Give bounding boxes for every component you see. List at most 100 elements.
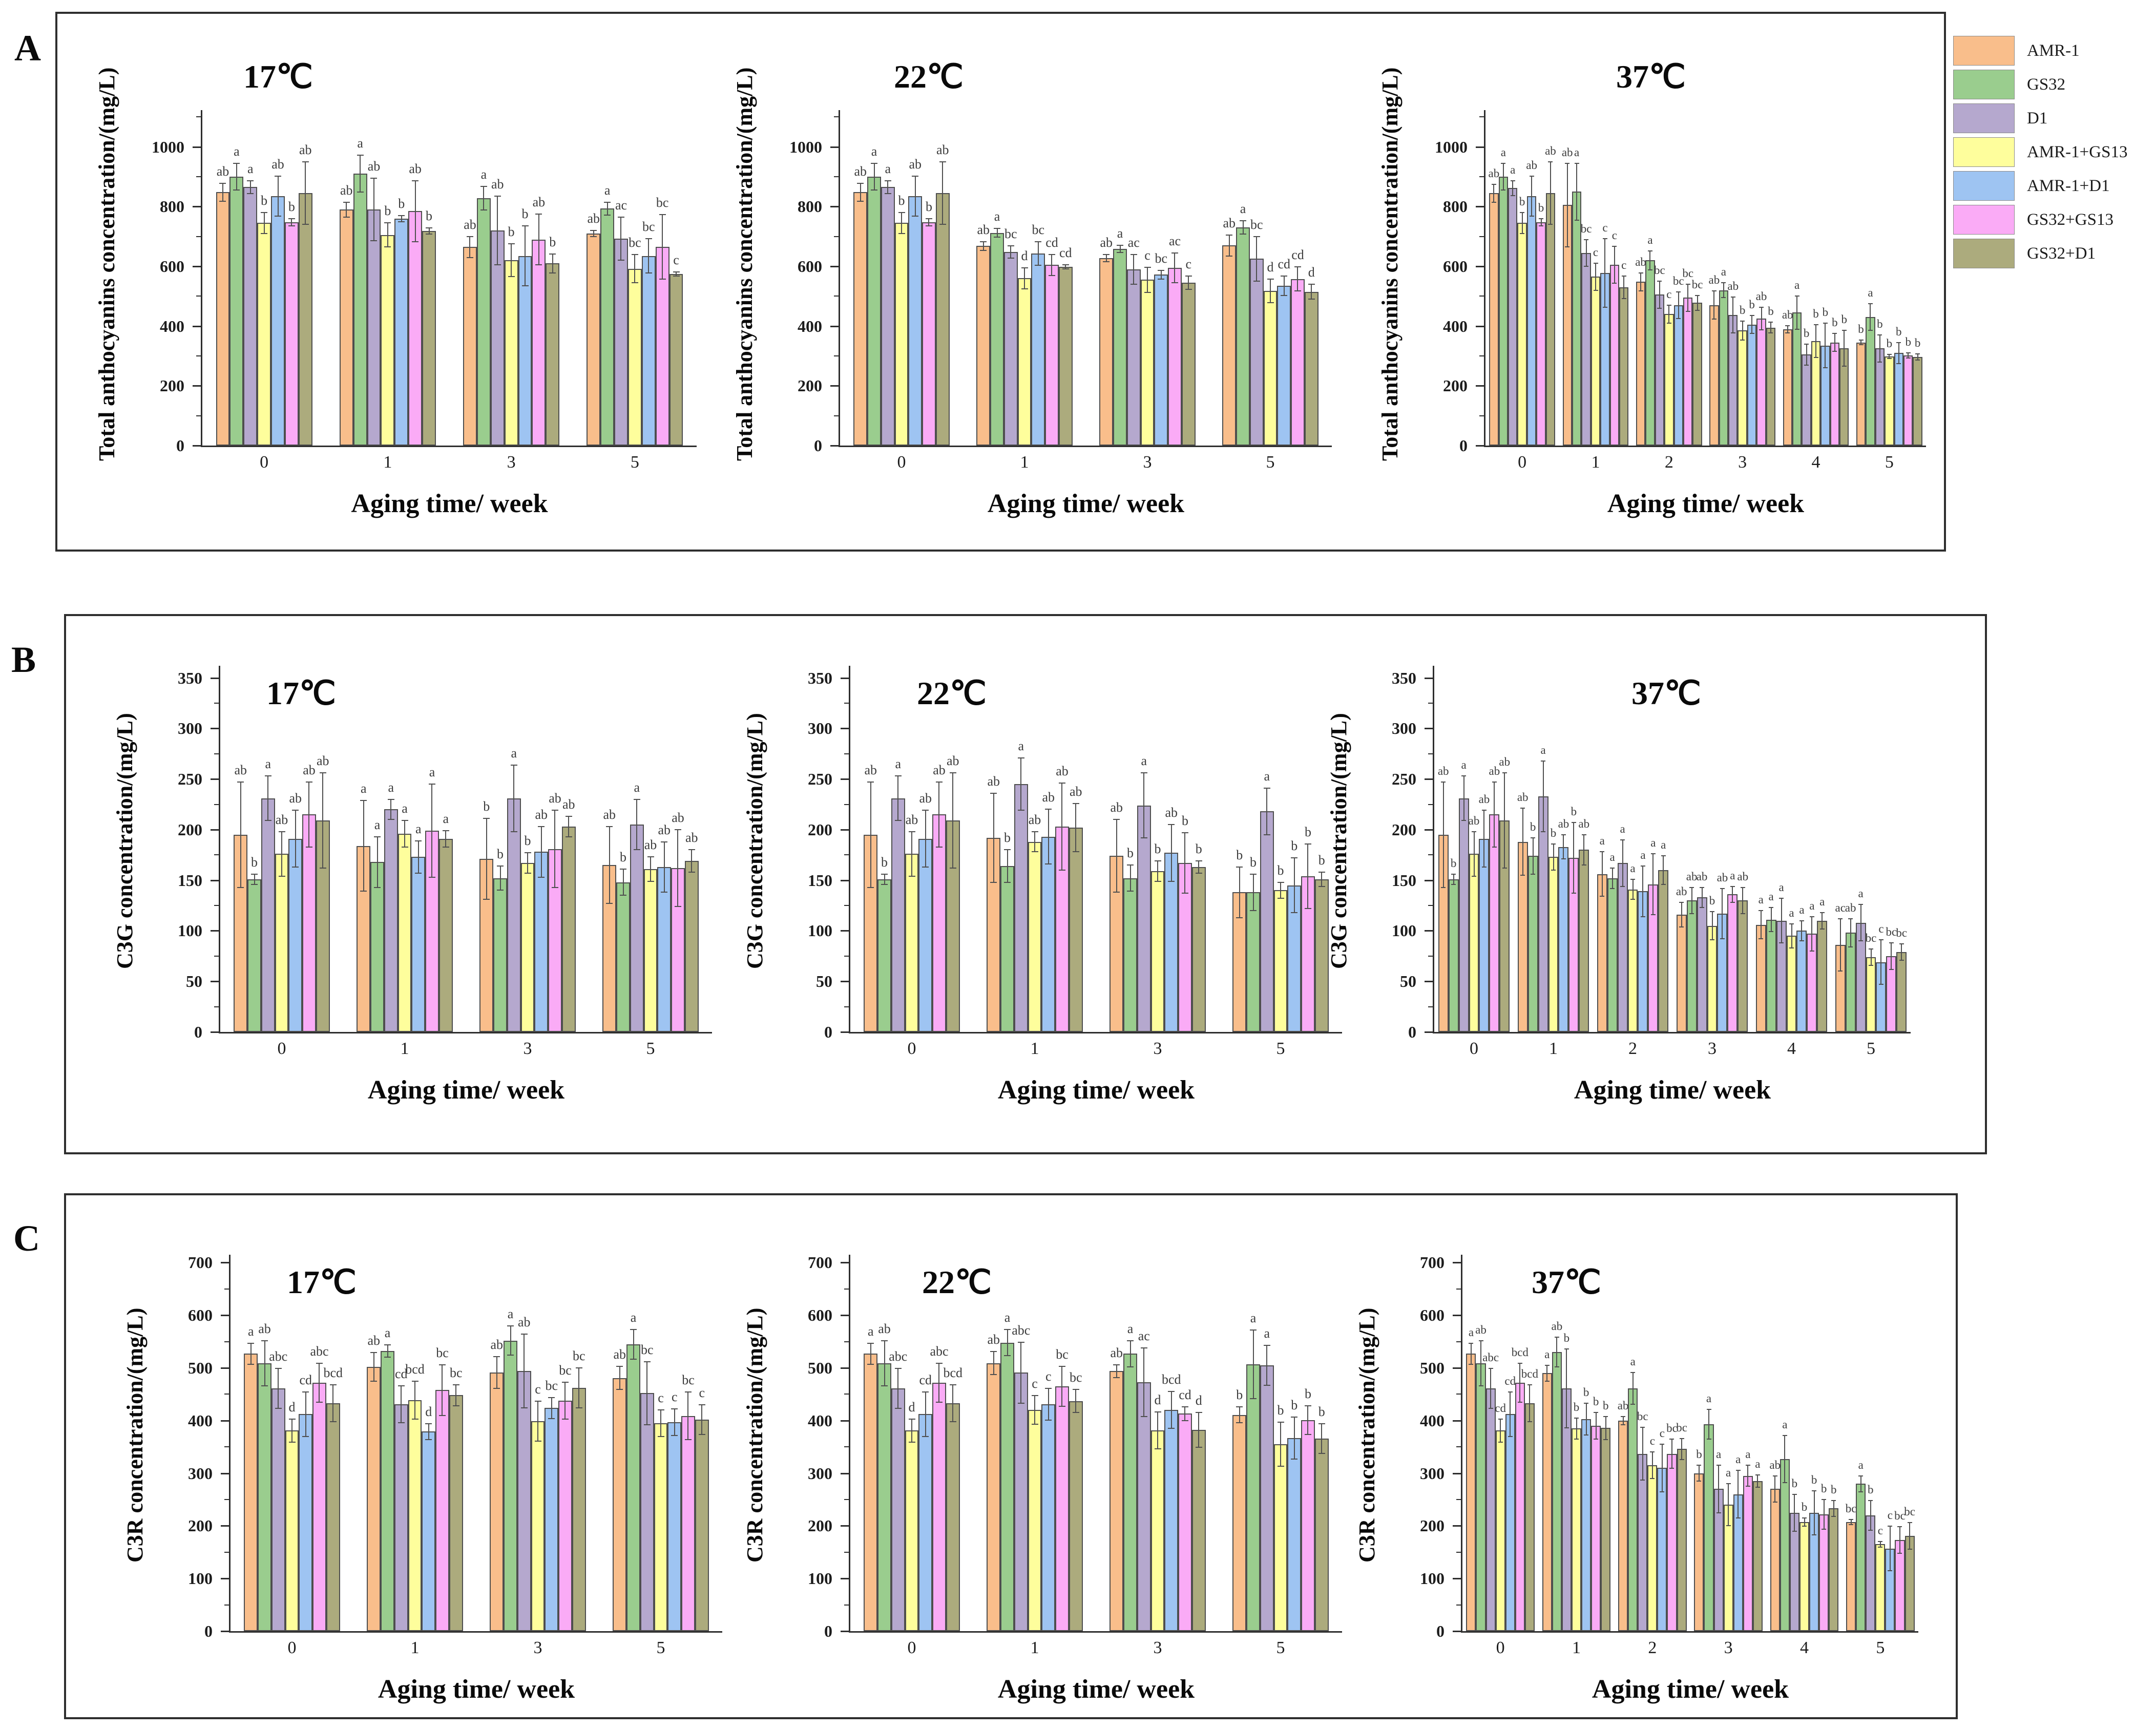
error-bar-cap: [857, 200, 864, 202]
y-minor-tick: [1428, 804, 1433, 805]
error-bar-cap: [871, 162, 877, 164]
error-bar-cap: [1263, 1384, 1270, 1386]
error-bar-cap: [1769, 931, 1774, 933]
error-bar-cap: [1896, 363, 1901, 364]
error-bar-cap: [1755, 1474, 1760, 1475]
error-bar-cap: [1140, 1416, 1147, 1417]
error-bar-cap: [1848, 918, 1853, 919]
error-bar-cap: [1007, 245, 1014, 247]
error-bar-cap: [898, 212, 905, 214]
significance-letter: ab: [1769, 1458, 1781, 1471]
error-bar-cap: [1539, 225, 1544, 226]
y-tick-label: 0: [824, 1622, 832, 1640]
bar: [1766, 919, 1776, 1032]
error-bar-cap: [1832, 351, 1837, 352]
error-bar-line: [1576, 163, 1578, 220]
error-bar-line: [1061, 1366, 1063, 1407]
error-bar-cap: [1250, 1329, 1257, 1331]
significance-letter: bc: [642, 219, 655, 235]
error-bar-cap: [1564, 1427, 1569, 1429]
error-bar-cap: [1154, 880, 1161, 882]
legend-item: GS32+D1: [1953, 239, 2154, 268]
error-bar-line: [250, 1343, 252, 1364]
bar: [1694, 1473, 1704, 1631]
y-minor-tick: [1428, 703, 1433, 704]
error-bar-line: [1728, 1484, 1729, 1526]
error-bar-cap: [935, 782, 943, 783]
error-bar-cap: [604, 215, 611, 216]
error-bar-cap: [1782, 1482, 1787, 1484]
error-bar-line: [1519, 1363, 1521, 1402]
significance-letter: a: [265, 756, 271, 772]
error-bar-cap: [1869, 948, 1873, 950]
error-bar-cap: [1520, 808, 1525, 809]
error-bar-cap: [922, 1391, 929, 1393]
bar: [1581, 1419, 1592, 1631]
significance-letter: bc: [640, 1342, 654, 1357]
bar: [1591, 1426, 1601, 1631]
error-bar-cap: [1461, 820, 1467, 821]
y-tick: [841, 1262, 849, 1264]
error-bar-cap: [357, 192, 364, 193]
x-category-label: 1: [400, 1039, 409, 1058]
significance-letter: a: [1461, 758, 1467, 772]
error-bar-cap: [1603, 1416, 1608, 1417]
error-bar-line: [925, 1392, 926, 1437]
significance-letter: a: [1721, 265, 1726, 279]
significance-letter: bcd: [405, 1361, 425, 1377]
y-minor-tick: [1428, 955, 1433, 957]
y-tick-label: 1000: [789, 137, 822, 156]
error-bar-line: [469, 236, 471, 258]
error-bar-cap: [1755, 1487, 1760, 1488]
error-bar-cap: [1878, 1541, 1883, 1543]
significance-letter: ab: [1488, 166, 1500, 180]
y-tick-label: 600: [1443, 257, 1468, 276]
bar: [271, 1388, 285, 1631]
significance-letter: b: [497, 847, 504, 862]
error-bar-cap: [1501, 189, 1506, 191]
error-bar-line: [897, 1368, 899, 1409]
panel-letter-a: A: [14, 28, 41, 69]
error-bar-line: [1781, 898, 1782, 943]
error-bar-cap: [411, 1380, 418, 1382]
significance-letter: b: [1277, 1402, 1284, 1418]
error-bar-line: [633, 1329, 634, 1359]
bar: [1273, 890, 1288, 1032]
y-tick: [1476, 445, 1484, 447]
error-bar-line: [564, 1382, 566, 1419]
significance-letter: ab: [878, 1321, 891, 1336]
error-bar-cap: [1478, 1385, 1483, 1386]
significance-letter: a: [1004, 1310, 1011, 1325]
error-bar-cap: [1308, 284, 1315, 285]
significance-letter: a: [1574, 145, 1580, 159]
error-bar-line: [897, 776, 899, 821]
y-tick-label: 0: [814, 436, 822, 455]
bar: [367, 209, 381, 446]
y-axis-spine: [1433, 666, 1434, 1033]
significance-letter: cd: [1045, 235, 1058, 250]
bar: [1817, 920, 1828, 1032]
error-bar-cap: [1048, 254, 1055, 255]
bar: [1747, 324, 1757, 446]
error-bar-cap: [643, 1424, 651, 1426]
error-bar-line: [952, 773, 954, 869]
significance-letter: ab: [316, 753, 329, 769]
error-bar-cap: [1819, 912, 1825, 913]
significance-letter: a: [1661, 838, 1666, 852]
y-tick-label: 50: [816, 972, 832, 991]
y-tick-label: 500: [808, 1359, 832, 1377]
bar: [922, 222, 936, 446]
bar: [408, 211, 423, 446]
error-bar-line: [1901, 944, 1902, 960]
significance-letter: a: [1735, 1453, 1741, 1466]
y-tick: [841, 677, 849, 679]
significance-letter: d: [1154, 1392, 1161, 1408]
error-bar-line: [1585, 239, 1587, 267]
error-bar-cap: [949, 868, 956, 869]
error-bar-cap: [1263, 787, 1270, 789]
error-bar-cap: [1858, 340, 1864, 341]
error-bar-line: [1542, 761, 1544, 832]
error-bar-line: [1494, 782, 1495, 847]
y-tick-label: 500: [1420, 1359, 1445, 1377]
error-bar-cap: [1594, 1438, 1599, 1440]
